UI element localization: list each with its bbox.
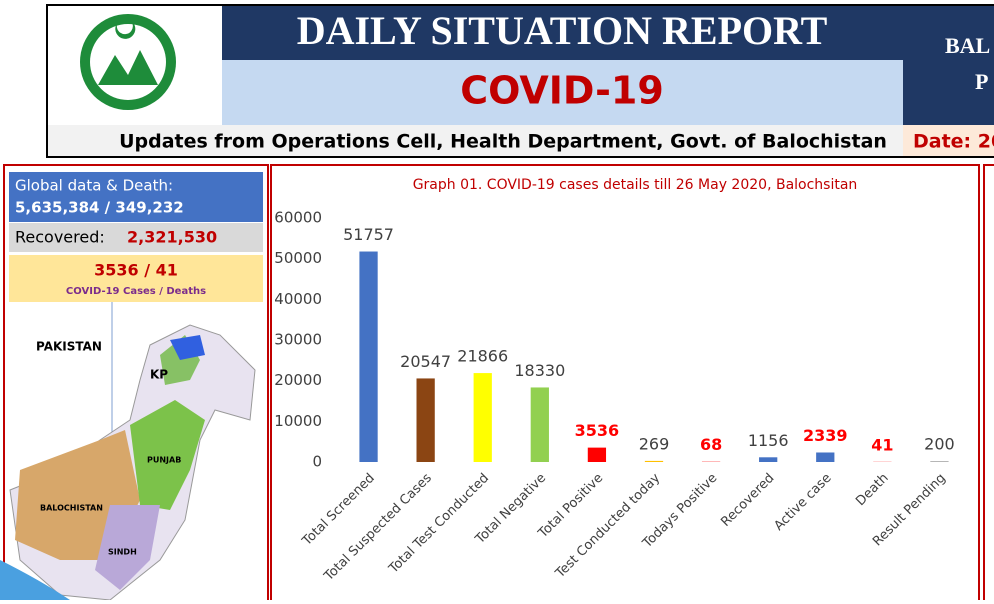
report-subtitle: COVID-19 [460,69,664,113]
bar [930,461,948,462]
cases-value: 3536 / 41 [94,261,178,280]
y-tick-label: 50000 [274,249,322,267]
global-label: Global data & Death: [15,177,173,195]
recovered-value: 2,321,530 [127,228,217,247]
y-tick-label: 40000 [274,290,322,308]
updates-text: Updates from Operations Cell, Health Dep… [119,131,887,153]
y-tick-label: 20000 [274,371,322,389]
y-tick-label: 30000 [274,331,322,349]
side-panel [984,165,994,600]
bar [759,457,777,462]
y-tick-label: 60000 [274,209,322,227]
value-label: 21866 [457,347,508,366]
bar [417,378,435,462]
value-label: 68 [700,435,722,454]
y-tick-label: 10000 [274,412,322,430]
value-label: 269 [639,434,670,453]
map-label: BALOCHISTAN [40,504,103,513]
map-label: KP [150,368,168,382]
bar [645,461,663,462]
recovered-label: Recovered: [15,228,105,247]
map-label: SINDH [108,548,137,557]
right-text: P [975,69,988,94]
value-label: 51757 [343,225,394,244]
chart-title: Graph 01. COVID-19 cases details till 26… [413,177,858,193]
bar [816,452,834,462]
value-label: 1156 [748,431,789,450]
global-value: 5,635,384 / 349,232 [15,199,184,217]
map-label: PUNJAB [147,456,181,465]
logo [80,14,176,110]
bar [588,448,606,462]
value-label: 3536 [575,421,620,440]
right-text: BAL [945,33,990,58]
date-text: Date: 20 [913,131,994,153]
value-label: 41 [871,435,893,454]
bar [531,387,549,462]
bar [474,373,492,462]
report-title: DAILY SITUATION REPORT [297,8,828,53]
cases-label: COVID-19 Cases / Deaths [66,286,206,297]
right-band [903,6,994,125]
y-tick-label: 0 [312,453,322,471]
bar [359,252,377,462]
value-label: 2339 [803,426,848,445]
value-label: 200 [924,435,955,454]
value-label: 18330 [514,361,565,380]
value-label: 20547 [400,352,451,371]
map-label: PAKISTAN [36,340,102,354]
